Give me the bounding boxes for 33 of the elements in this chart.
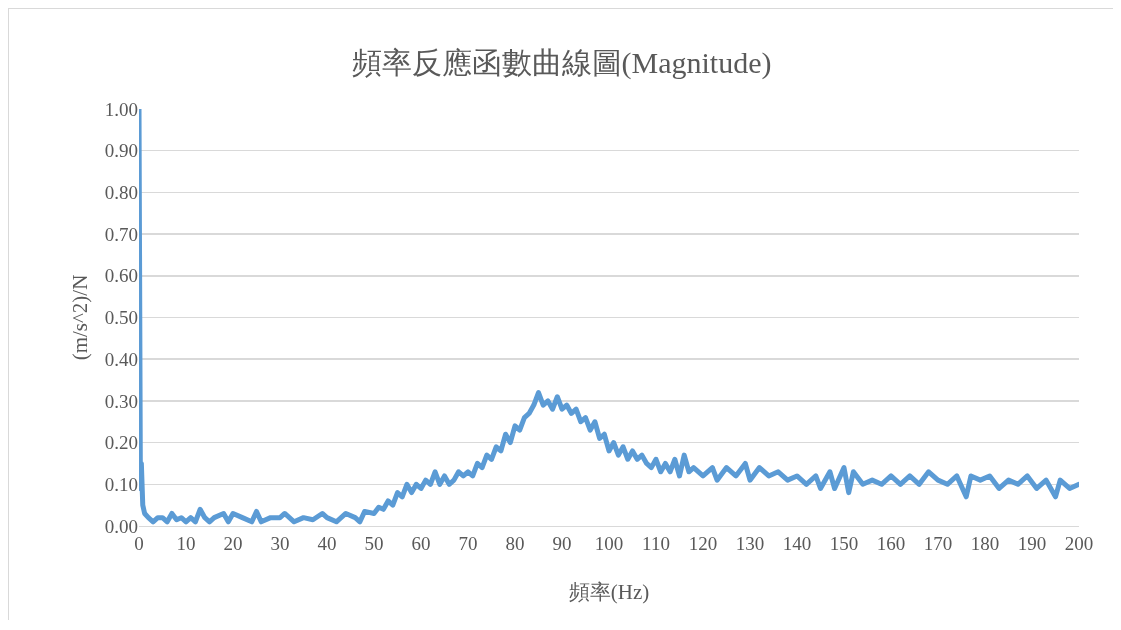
x-tick-label: 170	[923, 532, 953, 554]
x-tick-label: 180	[970, 532, 1000, 554]
y-tick-label: 0.20	[104, 432, 138, 454]
y-tick-label: 0.40	[104, 348, 138, 370]
x-tick-label: 140	[782, 532, 812, 554]
x-tick-label: 90	[552, 532, 572, 554]
x-tick-label: 110	[642, 532, 670, 554]
x-tick-label: 40	[317, 532, 337, 554]
x-tick-label: 100	[594, 532, 624, 554]
y-tick-label: 0.30	[104, 390, 138, 412]
x-axis-title: 頻率(Hz)	[568, 580, 650, 604]
y-axis-title: (m/s^2)/N	[68, 274, 92, 361]
chart-title: 頻率反應函數曲線圖(Magnitude)	[351, 45, 772, 80]
y-tick-label: 0.70	[104, 223, 138, 245]
y-tick-label: 1.00	[104, 98, 138, 120]
x-tick-label: 20	[223, 532, 243, 554]
y-tick-label: 0.50	[104, 307, 138, 329]
x-tick-label: 70	[458, 532, 478, 554]
x-tick-label: 130	[735, 532, 765, 554]
x-tick-label: 10	[176, 532, 196, 554]
x-tick-label: 190	[1017, 532, 1047, 554]
y-tick-label: 0.60	[104, 265, 138, 287]
x-tick-label: 150	[829, 532, 859, 554]
y-tick-label: 0.10	[104, 473, 138, 495]
x-tick-label: 200	[1064, 532, 1094, 554]
x-tick-label: 160	[876, 532, 906, 554]
y-tick-label: 0.90	[104, 140, 138, 162]
x-tick-label: 50	[364, 532, 384, 554]
x-tick-label: 60	[411, 532, 431, 554]
x-tick-label: 80	[505, 532, 525, 554]
x-tick-label: 120	[688, 532, 718, 554]
x-tick-label: 30	[270, 532, 290, 554]
y-tick-label: 0.80	[104, 182, 138, 204]
